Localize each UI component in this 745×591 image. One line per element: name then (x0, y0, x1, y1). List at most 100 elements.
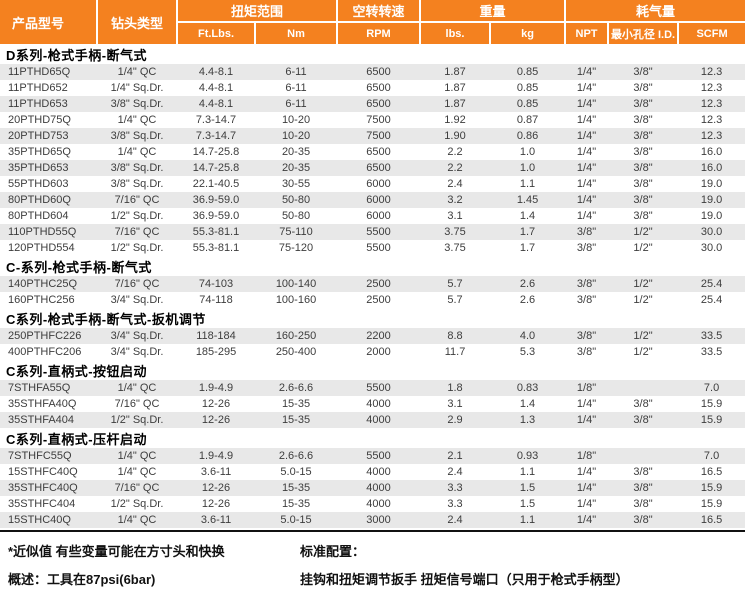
cell-nm: 100-140 (255, 276, 338, 292)
cell-drill-type: 1/4" QC (97, 464, 177, 480)
cell-npt: 3/8" (565, 328, 609, 344)
cell-drill-type: 7/16" QC (97, 480, 177, 496)
cell-model: 160PTHC256 (0, 292, 97, 308)
cell-nm: 50-80 (255, 208, 338, 224)
cell-rpm: 6000 (337, 176, 421, 192)
cell-lbs: 3.3 (420, 480, 491, 496)
cell-lbs: 3.2 (420, 192, 491, 208)
cell-min-id: 3/8" (608, 80, 679, 96)
cell-nm: 2.6-6.6 (255, 448, 338, 464)
cell-lbs: 1.87 (420, 64, 491, 80)
cell-nm: 100-160 (255, 292, 338, 308)
cell-nm: 6-11 (255, 80, 338, 96)
cell-scfm: 30.0 (678, 224, 745, 240)
cell-npt: 1/4" (565, 208, 609, 224)
cell-nm: 6-11 (255, 64, 338, 80)
cell-npt: 1/4" (565, 396, 609, 412)
cell-min-id (608, 448, 679, 464)
cell-kg: 1.1 (490, 464, 566, 480)
cell-kg: 0.85 (490, 96, 566, 112)
cell-drill-type: 1/4" QC (97, 448, 177, 464)
cell-npt: 1/8" (565, 448, 609, 464)
cell-rpm: 7500 (337, 112, 421, 128)
cell-npt: 3/8" (565, 276, 609, 292)
cell-kg: 1.7 (490, 224, 566, 240)
cell-model: 250PTHFC226 (0, 328, 97, 344)
cell-min-id: 1/2" (608, 328, 679, 344)
cell-nm: 20-35 (255, 144, 338, 160)
table-row: 15STHC40Q 1/4" QC 3.6-11 5.0-15 3000 2.4 1.1 1/… (0, 512, 745, 528)
cell-model: 35STHFC40Q (0, 480, 97, 496)
cell-drill-type: 3/4" Sq.Dr. (97, 292, 177, 308)
cell-drill-type: 1/4" QC (97, 64, 177, 80)
cell-drill-type: 1/2" Sq.Dr. (97, 240, 177, 256)
cell-nm: 50-80 (255, 192, 338, 208)
cell-kg: 1.0 (490, 144, 566, 160)
cell-drill-type: 7/16" QC (97, 224, 177, 240)
cell-ftlbs: 4.4-8.1 (177, 96, 255, 112)
cell-rpm: 4000 (337, 480, 421, 496)
cell-scfm: 16.5 (678, 464, 745, 480)
cell-rpm: 6500 (337, 160, 421, 176)
cell-kg: 1.1 (490, 176, 566, 192)
cell-kg: 1.7 (490, 240, 566, 256)
cell-scfm: 15.9 (678, 496, 745, 512)
cell-nm: 250-400 (255, 344, 338, 360)
cell-scfm: 33.5 (678, 328, 745, 344)
cell-rpm: 5500 (337, 380, 421, 396)
cell-model: 35PTHD65Q (0, 144, 97, 160)
cell-scfm: 19.0 (678, 192, 745, 208)
cell-ftlbs: 3.6-11 (177, 464, 255, 480)
cell-kg: 0.87 (490, 112, 566, 128)
table-row: 80PTHD60Q 7/16" QC 36.9-59.0 50-80 6000 3.2 1.… (0, 192, 745, 208)
cell-kg: 0.85 (490, 80, 566, 96)
cell-drill-type: 7/16" QC (97, 396, 177, 412)
cell-nm: 10-20 (255, 128, 338, 144)
cell-npt: 1/4" (565, 112, 609, 128)
cell-min-id: 3/8" (608, 112, 679, 128)
cell-drill-type: 3/4" Sq.Dr. (97, 344, 177, 360)
cell-model: 15STHC40Q (0, 512, 97, 528)
col-header-min-id: 最小孔径 I.D. (607, 21, 679, 44)
table-row: 140PTHC25Q 7/16" QC 74-103 100-140 2500 5.7 2.… (0, 276, 745, 292)
cell-ftlbs: 14.7-25.8 (177, 144, 255, 160)
cell-model: 80PTHD60Q (0, 192, 97, 208)
spec-table: 产品型号 钻头类型 扭矩范围 空转转速 重量 耗气量 Ft.Lbs. Nm RP… (0, 0, 745, 528)
cell-model: 35PTHD653 (0, 160, 97, 176)
cell-rpm: 5500 (337, 224, 421, 240)
table-row: 11PTHD653 3/8" Sq.Dr. 4.4-8.1 6-11 6500 1.87 0… (0, 96, 745, 112)
table-row: 120PTHD554 1/2" Sq.Dr. 55.3-81.1 75-120 5500… (0, 240, 745, 256)
cell-scfm: 25.4 (678, 276, 745, 292)
table-header: 产品型号 钻头类型 扭矩范围 空转转速 重量 耗气量 Ft.Lbs. Nm RP… (0, 0, 745, 44)
table-row: 35STHFA404 1/2" Sq.Dr. 12-26 15-35 4000 2.9 1.… (0, 412, 745, 428)
cell-kg: 1.5 (490, 480, 566, 496)
section-title: C系列-枪式手柄-断气式-扳机调节 (0, 308, 745, 328)
cell-lbs: 2.4 (420, 512, 491, 528)
cell-rpm: 4000 (337, 496, 421, 512)
footer-notes: *近似值 有些变量可能在方寸头和快换 概述：工具在87psi(6bar) 标准配… (0, 532, 745, 591)
col-header-scfm: SCFM (677, 21, 745, 44)
cell-model: 120PTHD554 (0, 240, 97, 256)
cell-model: 7STHFA55Q (0, 380, 97, 396)
cell-min-id: 3/8" (608, 64, 679, 80)
cell-rpm: 4000 (337, 464, 421, 480)
table-bottom-rule (0, 530, 745, 532)
cell-lbs: 1.92 (420, 112, 491, 128)
cell-drill-type: 3/8" Sq.Dr. (97, 160, 177, 176)
cell-npt: 3/8" (565, 344, 609, 360)
cell-lbs: 3.3 (420, 496, 491, 512)
cell-ftlbs: 1.9-4.9 (177, 380, 255, 396)
col-header-drill-type: 钻头类型 (96, 0, 177, 44)
cell-drill-type: 1/2" Sq.Dr. (97, 208, 177, 224)
cell-scfm: 16.0 (678, 160, 745, 176)
col-group-weight: 重量 (419, 0, 566, 22)
cell-scfm: 16.0 (678, 144, 745, 160)
table-row: 35STHFA40Q 7/16" QC 12-26 15-35 4000 3.1 1.4 1/… (0, 396, 745, 412)
cell-rpm: 2000 (337, 344, 421, 360)
cell-lbs: 1.90 (420, 128, 491, 144)
cell-model: 7STHFC55Q (0, 448, 97, 464)
cell-rpm: 3000 (337, 512, 421, 528)
table-row: 20PTHD753 3/8" Sq.Dr. 7.3-14.7 10-20 7500 1.9… (0, 128, 745, 144)
cell-lbs: 1.87 (420, 96, 491, 112)
